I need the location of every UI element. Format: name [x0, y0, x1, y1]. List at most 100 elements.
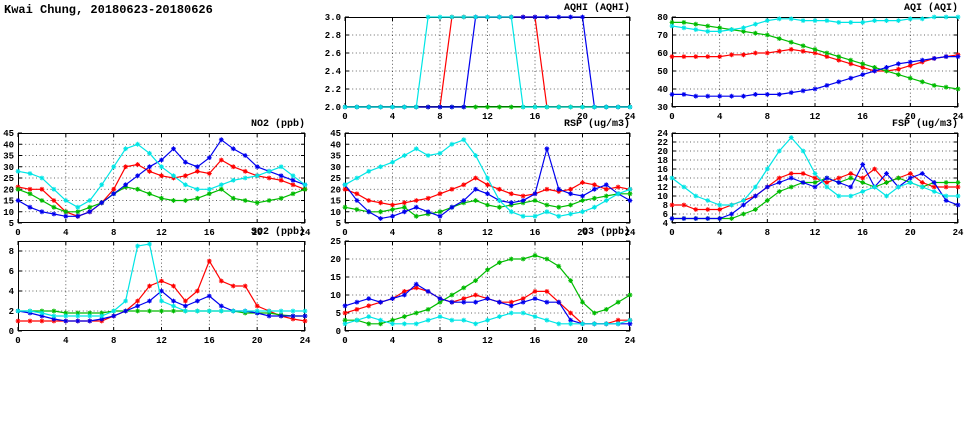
- x-tick-label: 20: [905, 112, 916, 122]
- x-tick-label: 12: [482, 228, 493, 238]
- x-tick-label: 24: [625, 112, 636, 122]
- y-tick-label: 20: [3, 185, 14, 195]
- y-tick-label: 20: [330, 255, 341, 265]
- series-markers-cyan: [342, 14, 633, 110]
- x-tick-label: 16: [530, 228, 541, 238]
- x-tick-label: 12: [810, 228, 821, 238]
- x-tick-label: 0: [669, 112, 674, 122]
- x-tick-label: 0: [342, 336, 347, 346]
- x-tick-label: 24: [953, 228, 964, 238]
- chart-title-aqi: AQI (AQI): [903, 3, 958, 14]
- y-tick-label: 8: [663, 201, 668, 211]
- x-tick-label: 20: [577, 336, 588, 346]
- y-tick-label: 2.0: [325, 103, 341, 113]
- plot-border: [672, 17, 958, 107]
- y-tick-label: 80: [657, 13, 668, 23]
- y-tick-label: 5: [336, 309, 341, 319]
- y-tick-label: 24: [657, 129, 668, 139]
- series-markers-cyan: [15, 141, 308, 210]
- x-tick-label: 4: [390, 336, 396, 346]
- x-tick-label: 0: [15, 336, 20, 346]
- x-tick-label: 20: [577, 112, 588, 122]
- x-tick-label: 4: [63, 228, 69, 238]
- y-tick-label: 5: [9, 219, 14, 229]
- chart-title-no2: NO2 (ppb): [250, 119, 305, 130]
- x-tick-label: 16: [530, 112, 541, 122]
- x-tick-label: 8: [437, 336, 442, 346]
- series-markers-cyan: [15, 241, 308, 319]
- series-markers-blue: [669, 54, 961, 99]
- y-tick-label: 35: [330, 152, 341, 162]
- series-markers-cyan: [669, 135, 961, 208]
- chart-aqi: AQI (AQI) 0 4 8 12 16 20 24 30 40 50 60 70 80: [657, 3, 964, 122]
- chart-fsp: FSP (ug/m3) 0 4 8 12 16 20 24 4 6 8 10 12 14 16 18 20 22…: [657, 119, 964, 238]
- x-tick-label: 8: [765, 228, 770, 238]
- x-tick-label: 4: [390, 112, 396, 122]
- y-tick-label: 14: [657, 174, 668, 184]
- y-tick-label: 40: [657, 85, 668, 95]
- page-title: Kwai Chung, 20180623-20180626: [4, 3, 213, 17]
- x-tick-label: 8: [765, 112, 770, 122]
- y-tick-label: 25: [330, 237, 341, 247]
- x-tick-label: 0: [342, 112, 347, 122]
- y-tick-label: 10: [657, 192, 668, 202]
- plot-border: [345, 133, 630, 223]
- y-tick-label: 22: [657, 138, 668, 148]
- chart-title-rsp: RSP (ug/m3): [563, 119, 630, 130]
- y-tick-label: 20: [657, 147, 668, 157]
- chart-so2: SO2 (ppb) 0 4 8 12 16 20 24 0 2 4 6 8: [9, 227, 311, 346]
- chart-title-fsp: FSP (ug/m3): [891, 119, 958, 130]
- series-markers-green: [342, 253, 633, 327]
- y-tick-label: 3.0: [325, 13, 341, 23]
- y-tick-label: 15: [3, 197, 14, 207]
- y-tick-label: 4: [663, 219, 669, 229]
- x-tick-label: 16: [530, 336, 541, 346]
- series-markers-cyan: [342, 310, 633, 327]
- y-tick-label: 25: [330, 174, 341, 184]
- x-tick-label: 20: [252, 336, 263, 346]
- chart-plot-o3: 0 4 8 12 16 20 24 0 5 10 15 20 25: [330, 237, 636, 346]
- y-tick-label: 15: [330, 273, 341, 283]
- y-tick-label: 0: [336, 327, 341, 337]
- plot-border: [345, 241, 630, 331]
- y-tick-label: 2.2: [325, 85, 341, 95]
- x-tick-label: 16: [204, 228, 215, 238]
- y-tick-label: 40: [330, 140, 341, 150]
- x-tick-label: 12: [482, 112, 493, 122]
- y-tick-label: 12: [657, 183, 668, 193]
- x-tick-label: 16: [857, 228, 868, 238]
- y-tick-label: 15: [330, 197, 341, 207]
- y-tick-label: 30: [330, 163, 341, 173]
- y-tick-label: 50: [657, 67, 668, 77]
- x-tick-label: 0: [15, 228, 20, 238]
- x-tick-label: 8: [437, 112, 442, 122]
- y-tick-label: 18: [657, 156, 668, 166]
- y-tick-label: 60: [657, 49, 668, 59]
- chart-no2: NO2 (ppb) 0 4 8 12 16 20 24 5 10 15 20 25 30 35 40 45: [3, 119, 311, 238]
- y-tick-label: 2: [9, 307, 14, 317]
- y-tick-label: 35: [3, 152, 14, 162]
- x-tick-label: 8: [111, 336, 116, 346]
- series-markers-blue: [15, 137, 308, 219]
- x-tick-label: 24: [300, 336, 311, 346]
- x-tick-label: 4: [717, 112, 723, 122]
- y-tick-label: 2.4: [325, 67, 342, 77]
- y-tick-label: 16: [657, 165, 668, 175]
- chart-aqhi: AQHI (AQHI) 0 4 8 12 16 20 24 2.0 2.2 2.4 2.6 2.8 3.…: [325, 3, 636, 122]
- x-tick-label: 16: [204, 336, 215, 346]
- y-tick-label: 45: [330, 129, 341, 139]
- chart-plot-aqi: 0 4 8 12 16 20 24 30 40 50 60 70 80: [657, 13, 964, 122]
- x-tick-label: 0: [669, 228, 674, 238]
- y-tick-label: 10: [330, 291, 341, 301]
- x-tick-label: 20: [905, 228, 916, 238]
- y-tick-label: 10: [3, 208, 14, 218]
- y-tick-label: 2.6: [325, 49, 341, 59]
- y-tick-label: 5: [336, 219, 341, 229]
- y-tick-label: 40: [3, 140, 14, 150]
- x-tick-label: 4: [390, 228, 396, 238]
- x-tick-label: 8: [437, 228, 442, 238]
- x-tick-label: 24: [300, 228, 311, 238]
